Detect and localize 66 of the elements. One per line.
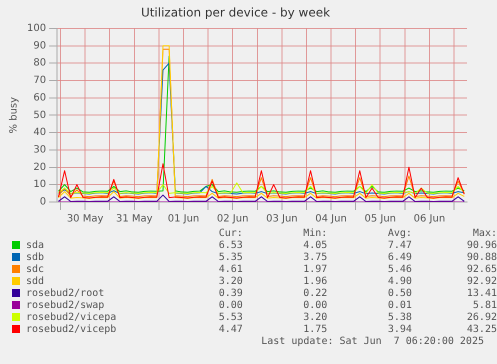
text: 1.97 bbox=[302, 264, 328, 276]
legend-label: sdc bbox=[25, 264, 46, 276]
text: 6.53 bbox=[218, 240, 243, 252]
text: 7.47 bbox=[386, 240, 412, 252]
text: 90.96 bbox=[466, 240, 497, 252]
y-tick-label: 40 bbox=[33, 127, 46, 138]
text: 1.75 bbox=[302, 324, 328, 336]
x-tick-label: 05 Jun bbox=[364, 214, 396, 225]
text: Max: bbox=[472, 228, 497, 240]
x-tick-label: 06 Jun bbox=[414, 214, 446, 225]
text: 13.41 bbox=[466, 288, 497, 300]
text: 5.53 bbox=[218, 312, 243, 324]
x-tick-label: 30 May bbox=[66, 214, 104, 225]
text: 0.39 bbox=[218, 288, 243, 300]
y-tick-label: 70 bbox=[33, 75, 46, 86]
text: 92.92 bbox=[466, 276, 497, 288]
text: 5.35 bbox=[218, 252, 243, 264]
text: 5.81 bbox=[472, 300, 497, 312]
text: 3.94 bbox=[386, 324, 412, 336]
legend-label: rosebud2/vicepb bbox=[25, 324, 118, 336]
text: 5.38 bbox=[386, 312, 412, 324]
y-tick-label: 30 bbox=[33, 144, 46, 156]
x-tick-label: 04 Jun bbox=[315, 214, 347, 225]
text: 90.88 bbox=[466, 252, 497, 264]
y-tick-label: 10 bbox=[33, 179, 46, 190]
x-tick-label: 01 Jun bbox=[168, 214, 200, 225]
x-tick-label: 02 Jun bbox=[216, 214, 248, 225]
text: 1.96 bbox=[302, 276, 328, 288]
legend-label: rosebud2/swap bbox=[25, 300, 106, 312]
y-tick-label: 90 bbox=[33, 40, 46, 52]
text: 92.65 bbox=[466, 264, 497, 276]
text: 0.50 bbox=[386, 288, 412, 300]
text: 3.75 bbox=[302, 252, 328, 264]
text: 4.61 bbox=[218, 264, 243, 276]
text: 0.00 bbox=[218, 300, 243, 312]
text: Avg: bbox=[386, 228, 412, 240]
text: 3.20 bbox=[302, 312, 328, 324]
legend-label: rosebud2/vicepa bbox=[25, 312, 118, 324]
text: 5.46 bbox=[386, 264, 412, 276]
legend-label: sdd bbox=[25, 276, 46, 288]
y-tick-label: 20 bbox=[33, 162, 46, 173]
x-tick-label: 31 May bbox=[116, 214, 153, 225]
x-tick-label: 03 Jun bbox=[266, 214, 298, 225]
text: 43.25 bbox=[466, 324, 497, 336]
text: 26.92 bbox=[466, 312, 497, 324]
text: 4.47 bbox=[218, 324, 243, 336]
text: 0.01 bbox=[386, 300, 412, 312]
y-tick-label: 50 bbox=[33, 110, 46, 121]
legend-label: sda bbox=[25, 240, 46, 252]
y-tick-label: 100 bbox=[26, 22, 46, 34]
text: 4.90 bbox=[386, 276, 412, 288]
text: 3.20 bbox=[218, 276, 243, 288]
text: 0.00 bbox=[302, 300, 328, 312]
text: 4.05 bbox=[302, 240, 328, 252]
text: 6.49 bbox=[386, 252, 412, 264]
chart-title: Utilization per device - by week bbox=[140, 5, 330, 20]
legend-label: rosebud2/root bbox=[25, 288, 106, 300]
text: 0.22 bbox=[302, 288, 328, 300]
text: Last update: Sat Jun 7 06:20:00 2025 bbox=[260, 336, 484, 348]
text: Cur: bbox=[218, 228, 243, 240]
y-axis-title: % busy bbox=[8, 96, 20, 134]
y-tick-label: 60 bbox=[33, 92, 46, 104]
legend-label: sdb bbox=[25, 252, 46, 264]
y-tick-label: 0 bbox=[40, 196, 46, 208]
y-tick-label: 80 bbox=[33, 58, 46, 69]
text: Min: bbox=[302, 228, 328, 240]
